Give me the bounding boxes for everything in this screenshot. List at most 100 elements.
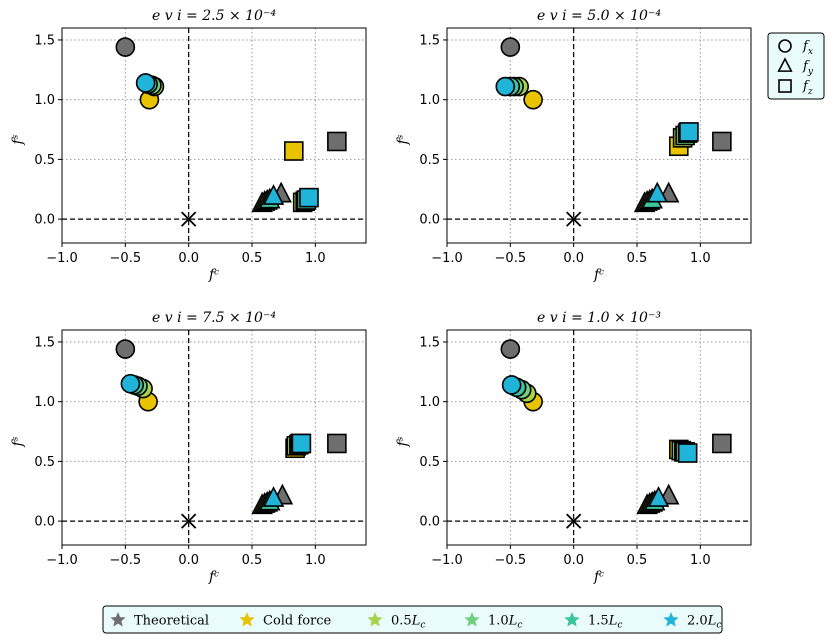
origin-marker: [566, 211, 582, 227]
y-axis-label: fˢ: [10, 134, 26, 145]
panel-3-2-0l-c-fy-marker: [262, 486, 285, 507]
panel-title: e v i = 1.0 × 10⁻³: [537, 310, 661, 326]
y-tick-label: 0.0: [419, 515, 440, 530]
x-tick-label: 1.0: [690, 553, 711, 568]
panel-2-2-0l-c-fz-marker: [679, 122, 699, 142]
x-tick-label: −1.0: [46, 251, 78, 266]
plot-frame: [446, 27, 752, 244]
legend-star-0-5-icon: [367, 612, 383, 627]
panel-4-theoretical-fz-marker: [712, 433, 732, 454]
legend-label-theoretical: Theoretical: [134, 614, 209, 629]
panel-3-2-0l-c-fx-marker: [120, 373, 141, 394]
x-axis-label: fᶜ: [208, 267, 219, 283]
x-tick-label: −0.5: [110, 553, 142, 568]
legend-marker-subscript: x: [808, 47, 813, 57]
legend-star-2-0-icon: [663, 612, 679, 627]
x-axis-label: fᶜ: [208, 569, 219, 585]
chart-panel-3: −1.0 −0.5 0.0 0.5 1.0 0.0 0.5 1.0 1.5 e v i = 7.5…: [10, 310, 367, 585]
legend-circle-icon: [778, 39, 792, 53]
marker-legend-frame: [767, 32, 825, 100]
x-tick-label: −1.0: [431, 553, 463, 568]
legend-label-italic: L: [707, 614, 717, 629]
origin-marker: [181, 211, 197, 227]
panel-title: e v i = 5.0 × 10⁻⁴: [537, 8, 661, 24]
y-tick-label: 0.0: [419, 213, 440, 228]
origin-marker-stroke: [566, 513, 582, 529]
legend-label-subscript: c: [517, 621, 522, 631]
y-tick-label: 1.5: [34, 335, 55, 350]
origin-marker-stroke: [181, 211, 197, 227]
y-tick-label: 0.0: [34, 213, 55, 228]
y-tick-label: 0.5: [34, 455, 55, 470]
marker-legend: fx fy fz: [767, 32, 825, 100]
y-tick-label: 0.0: [34, 515, 55, 530]
origin-marker: [566, 513, 582, 529]
panel-1-theoretical-fz-marker: [327, 131, 347, 152]
legend-label-2-0: 2.0Lc: [687, 614, 721, 631]
y-tick-label: 0.5: [419, 455, 440, 470]
panel-3-theoretical-fz-marker: [327, 433, 347, 454]
x-tick-label: −0.5: [495, 553, 527, 568]
panel-2-2-0l-c-fx-marker: [495, 76, 516, 97]
color-legend-frame: [102, 605, 723, 634]
legend-label-subscript: c: [420, 621, 425, 631]
x-tick-label: −1.0: [46, 553, 78, 568]
panel-title: e v i = 7.5 × 10⁻⁴: [152, 310, 276, 326]
panel-2-theoretical-fz-marker: [712, 131, 732, 152]
legend-label-0-5: 0.5Lc: [391, 614, 425, 631]
x-tick-label: 1.0: [305, 251, 326, 266]
x-tick-label: 0.0: [178, 251, 199, 266]
legend-label-subscript: c: [716, 621, 721, 631]
origin-marker: [181, 513, 197, 529]
panel-2-cold-force-fx-marker: [523, 89, 543, 110]
legend-label-cold-force: Cold force: [263, 614, 332, 629]
chart-panel-2: −1.0 −0.5 0.0 0.5 1.0 0.0 0.5 1.0 1.5 e v i = 5.0…: [395, 8, 752, 283]
legend-square-icon: [778, 79, 792, 93]
legend-label-1-5: 1.5Lc: [588, 614, 622, 631]
panel-1-2-0l-c-fy-marker: [262, 184, 285, 205]
panel-4-2-0l-c-fz-marker: [677, 443, 698, 463]
origin-marker-stroke: [566, 211, 582, 227]
y-axis-label: fˢ: [395, 436, 411, 447]
color-legend: Theoretical Cold force 0.5Lc 1.0Lc 1.5Lc 2.0L…: [102, 605, 723, 634]
x-tick-label: 1.0: [690, 251, 711, 266]
y-axis-label: fˢ: [10, 436, 26, 447]
legend-label-1-0: 1.0Lc: [488, 614, 522, 631]
legend-marker-label: fx: [802, 39, 813, 57]
x-tick-label: −0.5: [495, 251, 527, 266]
y-tick-label: 1.0: [34, 93, 55, 108]
x-tick-label: −0.5: [110, 251, 142, 266]
x-tick-label: 0.0: [563, 553, 584, 568]
legend-star-cold-force-icon: [239, 612, 255, 627]
plot-frame: [61, 27, 367, 244]
x-tick-label: 0.5: [242, 553, 263, 568]
legend-marker-subscript: y: [807, 67, 814, 77]
legend-marker-label: fy: [802, 59, 814, 77]
panel-title: e v i = 2.5 × 10⁻⁴: [152, 8, 276, 24]
x-tick-label: 0.0: [563, 251, 584, 266]
plot-frame: [61, 329, 367, 546]
x-tick-label: 0.5: [627, 553, 648, 568]
y-tick-label: 0.5: [419, 153, 440, 168]
panel-4-theoretical-fx-marker: [500, 339, 521, 359]
panel-1-cold-force-fz-marker: [283, 141, 304, 161]
x-tick-label: 0.5: [627, 251, 648, 266]
x-tick-label: 0.5: [242, 251, 263, 266]
legend-label-italic: L: [608, 614, 618, 629]
legend-label-italic: L: [411, 614, 421, 629]
x-tick-label: 0.0: [178, 553, 199, 568]
y-tick-label: 0.5: [34, 153, 55, 168]
chart-panel-1: −1.0 −0.5 0.0 0.5 1.0 0.0 0.5 1.0 1.5 e v i = 2.5…: [10, 8, 367, 283]
x-tick-label: −1.0: [431, 251, 463, 266]
panel-1-theoretical-fx-marker: [115, 37, 136, 57]
legend-star-1-5-icon: [564, 612, 580, 627]
legend-star-theoretical-icon: [110, 612, 126, 627]
legend-star-1-0-icon: [464, 612, 480, 627]
legend-marker-label: fz: [802, 79, 813, 97]
panel-1-2-0l-c-fz-marker: [299, 187, 319, 208]
x-axis-label: fᶜ: [593, 267, 604, 283]
panel-2-2-0l-c-fy-marker: [646, 181, 669, 203]
y-tick-label: 1.5: [419, 33, 440, 48]
panel-2-theoretical-fx-marker: [500, 37, 521, 57]
